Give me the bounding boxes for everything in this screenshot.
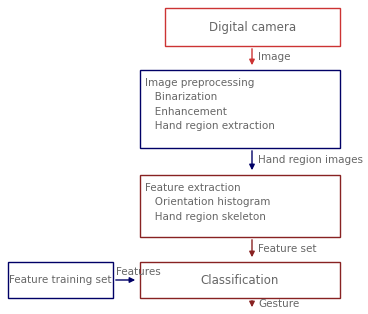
Bar (140, 70, 340, 148)
Bar (140, 262, 340, 298)
Bar (8, 262, 113, 298)
Bar (140, 175, 340, 237)
Text: Feature extraction
   Orientation histogram
   Hand region skeleton: Feature extraction Orientation histogram… (145, 183, 270, 222)
Text: Hand region images: Hand region images (258, 155, 363, 165)
Text: Feature training set: Feature training set (9, 275, 112, 285)
Text: Gesture: Gesture (258, 299, 299, 309)
Text: Features: Features (116, 267, 161, 277)
Text: Digital camera: Digital camera (209, 20, 296, 34)
Text: Image: Image (258, 52, 290, 62)
Text: Feature set: Feature set (258, 244, 316, 254)
Text: Classification: Classification (201, 273, 279, 286)
Text: Image preprocessing
   Binarization
   Enhancement
   Hand region extraction: Image preprocessing Binarization Enhance… (145, 78, 275, 131)
Bar (165, 8, 340, 46)
